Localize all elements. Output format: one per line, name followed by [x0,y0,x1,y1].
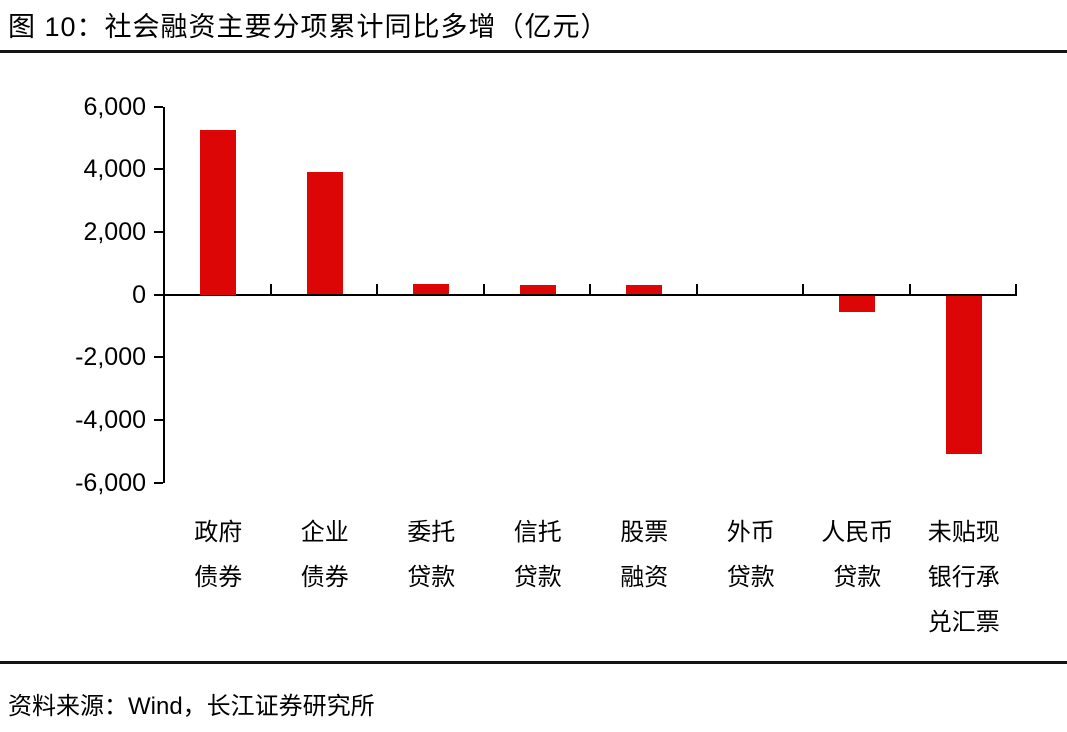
x-category-label-line: 未贴现 [927,519,1000,546]
x-category-label-line: 信托 [513,519,562,546]
y-axis-tick-label: -4,000 [75,405,146,434]
x-axis-tick [589,283,591,294]
y-axis-tick-label: -6,000 [75,468,146,497]
x-axis-line [163,293,1017,296]
x-axis-tick [908,283,911,294]
x-category-label-line: 政府 [194,519,243,546]
x-axis-tick [482,283,485,294]
x-category-label-line: 企业 [300,519,349,546]
x-axis-tick [269,283,272,294]
x-category-label-line: 贷款 [513,564,562,591]
x-category-label-line: 贷款 [833,564,882,591]
x-category-label-line: 融资 [620,564,669,591]
title-divider [0,50,1067,53]
x-category-label: 人民币 贷款 [802,510,912,600]
y-axis-tick [154,168,163,171]
source-note: 资料来源：Wind，长江证券研究所 [8,693,375,720]
y-axis-tick-label: 2,000 [83,217,146,246]
bar-企业债券 [306,172,343,295]
x-category-label: 股票 融资 [589,510,699,600]
x-category-label-line: 贷款 [726,564,775,591]
bar-未贴现银行承兑汇票 [945,295,982,454]
bar-chart: 6,000 4,000 2,000 0 -2,000 -4,000 -6,000 政府 债券 企业… [75,92,1019,645]
y-axis-tick-label: 0 [132,280,146,309]
y-axis-tick [154,356,163,359]
y-axis-tick [154,481,163,484]
x-category-label-line: 兑汇票 [927,609,1000,636]
figure-title: 图 10：社会融资主要分项累计同比多增（亿元） [8,12,609,42]
bar-人民币贷款 [839,295,876,312]
bar-政府债券 [200,130,237,295]
x-category-label-line: 贷款 [407,564,456,591]
y-axis-tick [154,293,163,296]
y-axis-tick [154,418,163,421]
bar-股票融资 [626,285,663,295]
bar-信托贷款 [519,284,556,295]
x-axis-tick [376,283,378,294]
x-category-label: 政府 债券 [163,510,273,600]
x-axis-tick [802,283,804,294]
y-axis-tick-label: -2,000 [75,343,146,372]
y-axis-tick [154,230,163,233]
x-category-label-line: 股票 [620,519,669,546]
x-category-label-line: 委托 [407,519,456,546]
x-axis-tick [1015,283,1017,294]
y-axis-tick [154,105,163,108]
x-category-label: 委托 贷款 [376,510,486,600]
x-category-label-line: 外币 [726,519,775,546]
x-category-label-line: 银行承 [927,564,1000,591]
x-category-label-line: 债券 [300,564,349,591]
x-category-label-line: 债券 [194,564,243,591]
x-category-label: 未贴现 银行承 兑汇票 [909,510,1019,645]
x-category-label: 信托 贷款 [483,510,593,600]
bar-委托贷款 [413,284,450,295]
y-axis-tick-label: 4,000 [83,155,146,184]
y-axis-tick-label: 6,000 [83,92,146,121]
x-category-label: 企业 债券 [270,510,380,600]
x-category-label-line: 人民币 [821,519,894,546]
x-category-label: 外币 贷款 [696,510,806,600]
x-axis-tick [695,283,698,294]
footer-divider [0,661,1067,664]
